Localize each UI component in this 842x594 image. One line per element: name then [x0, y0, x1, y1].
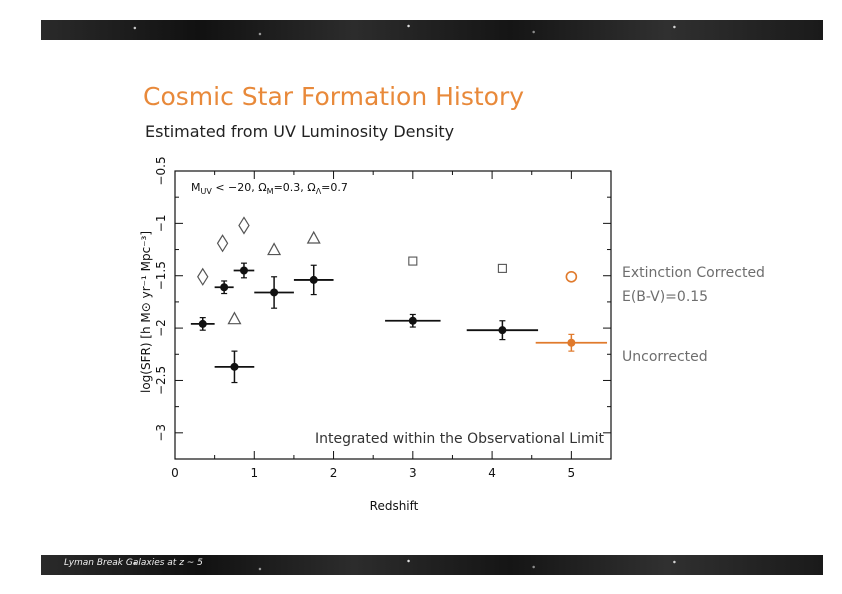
x-tick-label: 1 — [250, 466, 258, 480]
annotation-top: MUV < −20, ΩM=0.3, ΩΛ=0.7 — [191, 181, 348, 196]
triangle-marker — [267, 242, 282, 256]
data-point — [567, 338, 576, 347]
triangle-marker — [227, 311, 242, 325]
extinction-corrected-line1: Extinction Corrected — [622, 265, 765, 281]
footer-text: Lyman Break Galaxies at z ~ 5 — [64, 558, 203, 568]
x-tick-label: 2 — [330, 466, 338, 480]
diamond-marker — [238, 216, 250, 235]
square-marker — [497, 263, 507, 273]
data-point — [270, 288, 279, 297]
slide-subtitle: Estimated from UV Luminosity Density — [145, 122, 455, 141]
y-tick-label: −1.5 — [154, 261, 168, 290]
data-point — [230, 362, 239, 371]
y-tick-label: −2.5 — [154, 366, 168, 395]
uncorrected-label: Uncorrected — [622, 349, 708, 365]
annotation-bottom: Integrated within the Observational Limi… — [315, 431, 604, 447]
x-tick-label: 3 — [409, 466, 417, 480]
slide-title: Cosmic Star Formation History — [143, 82, 525, 111]
plot-frame — [174, 170, 612, 460]
open-circle-marker — [565, 270, 578, 283]
x-axis-label: Redshift — [370, 499, 419, 513]
x-tick-label: 5 — [568, 466, 576, 480]
triangle-marker — [306, 230, 321, 244]
data-point — [498, 326, 507, 335]
data-point — [239, 266, 248, 275]
data-point — [408, 316, 417, 325]
data-point — [309, 275, 318, 284]
y-tick-label: −1 — [154, 215, 168, 233]
extinction-corrected-line2: E(B-V)=0.15 — [622, 289, 709, 305]
data-point — [198, 319, 207, 328]
y-axis-label: log(SFR) [h M⊙ yr⁻¹ Mpc⁻³] — [139, 231, 153, 393]
header-banner — [41, 20, 823, 40]
y-tick-label: −2 — [154, 319, 168, 337]
x-tick-label: 0 — [171, 466, 179, 480]
y-tick-label: −0.5 — [154, 156, 168, 185]
diamond-marker — [216, 234, 229, 253]
data-point — [220, 283, 229, 292]
footer-banner — [41, 555, 823, 575]
square-marker — [408, 256, 418, 266]
extinction-corrected-label: Extinction Corrected E(B-V)=0.15 — [622, 261, 765, 309]
diamond-marker — [197, 267, 209, 286]
y-tick-label: −3 — [154, 424, 168, 442]
x-tick-label: 4 — [488, 466, 496, 480]
